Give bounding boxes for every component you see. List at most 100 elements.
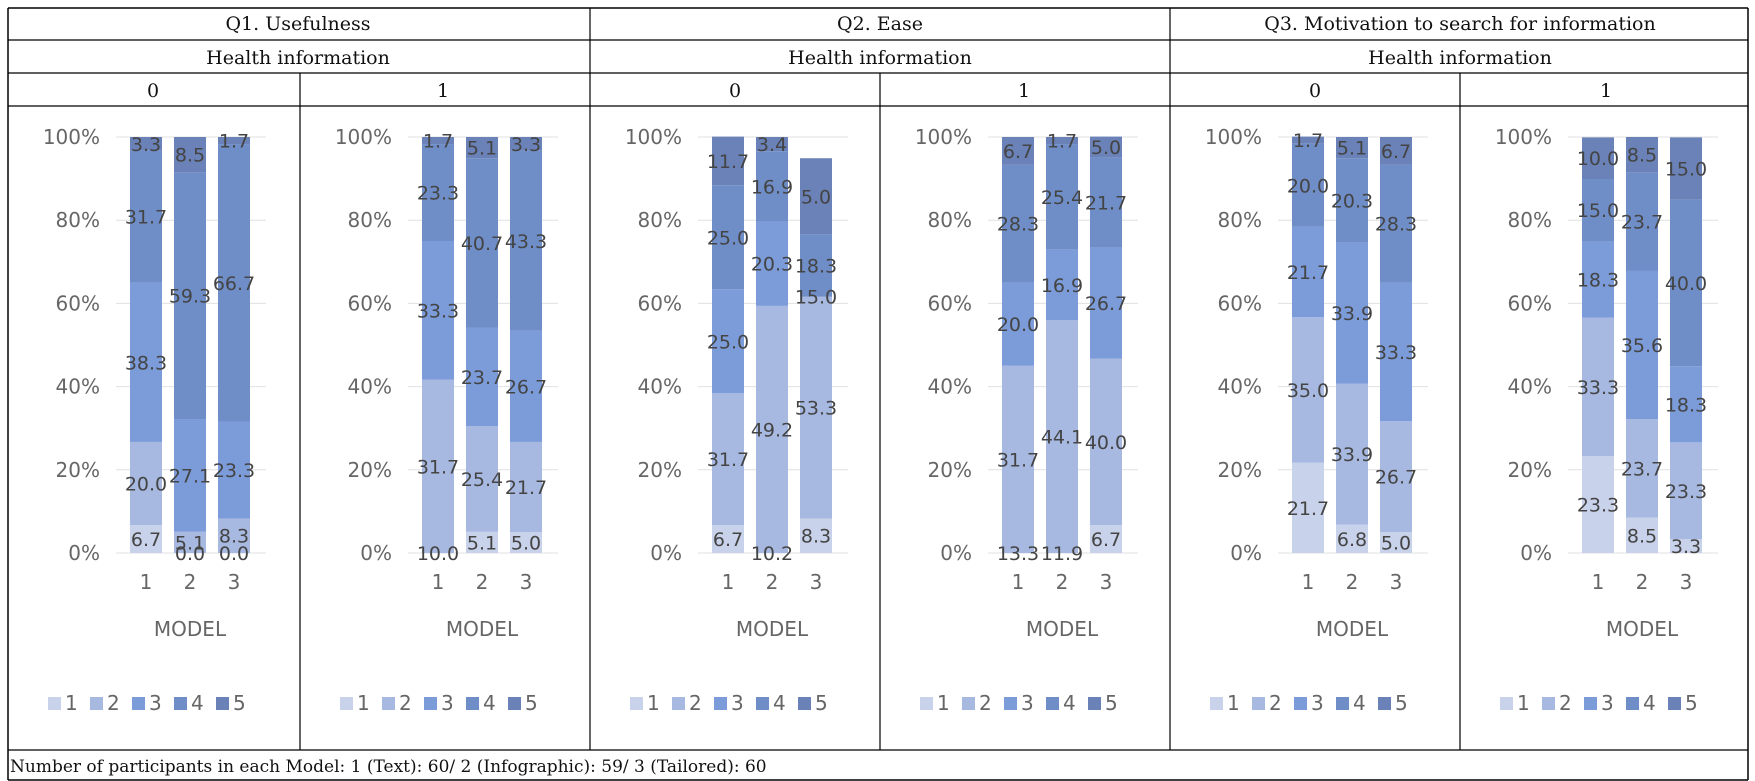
bar-segment: [756, 137, 788, 152]
group-label-q3-1: 1: [1600, 80, 1612, 102]
data-label: 6.8: [1337, 529, 1367, 551]
data-label: 26.7: [1085, 293, 1127, 315]
legend-entry: 4: [1063, 691, 1076, 715]
bar-segment: [1336, 383, 1368, 525]
bar-segment: [510, 137, 542, 151]
bar-segment: [712, 289, 744, 394]
bar-segment: [712, 185, 744, 290]
bar-segment: [1582, 317, 1614, 457]
legend-entry: 4: [1643, 691, 1656, 715]
bar-segment: [130, 441, 162, 526]
y-tick-label: 0%: [650, 541, 682, 565]
legend-swatch: [1004, 697, 1017, 710]
data-label: 15.0: [795, 287, 837, 309]
y-tick-label: 100%: [43, 125, 100, 149]
legend-swatch: [1584, 697, 1597, 710]
data-label: 31.7: [417, 456, 459, 478]
y-tick-label: 20%: [1508, 458, 1552, 482]
bar-segment: [174, 137, 206, 173]
x-tick-label: 2: [184, 570, 197, 594]
data-label: 18.3: [1665, 394, 1707, 416]
data-label: 33.3: [1375, 342, 1417, 364]
data-label: 21.7: [1287, 262, 1329, 284]
data-label: 8.5: [1627, 525, 1657, 547]
data-label: 40.0: [1085, 432, 1127, 454]
data-label: 23.7: [1621, 458, 1663, 480]
question-title-q1: Q1. Usefulness: [225, 13, 370, 35]
table-headers: Q1. Usefulness Q2. Ease Q3. Motivation t…: [147, 13, 1656, 102]
data-label: 3.3: [1671, 536, 1701, 558]
bar-segment: [1046, 320, 1078, 553]
bar-segment: [1626, 270, 1658, 420]
chart-5: 0%20%40%60%80%100%21.735.021.720.01.716.…: [1205, 125, 1428, 715]
data-label: 20.0: [997, 314, 1039, 336]
bar-segment: [218, 137, 250, 145]
bar-segment: [756, 305, 788, 553]
legend-entry: 3: [441, 691, 454, 715]
y-tick-label: 0%: [940, 541, 972, 565]
bar-segment: [1670, 137, 1702, 200]
bar-segment: [1582, 456, 1614, 553]
legend-swatch: [756, 697, 769, 710]
chart-4: 0%20%40%60%80%100%13.331.720.028.36.7111…: [915, 125, 1138, 715]
bar-segment: [466, 531, 498, 553]
bar-segment: [1090, 358, 1122, 526]
bar-segment: [1626, 172, 1658, 271]
legend-swatch: [1336, 697, 1349, 710]
y-tick-label: 40%: [56, 375, 100, 399]
y-tick-label: 60%: [348, 291, 392, 315]
legend-swatch: [1252, 697, 1265, 710]
x-tick-label: 3: [228, 570, 241, 594]
legend-entry: 5: [1685, 691, 1698, 715]
bar-segment: [1626, 517, 1658, 553]
group-label-q3-0: 0: [1309, 80, 1321, 102]
data-label: 40.7: [461, 233, 503, 255]
data-label: 10.0: [1577, 148, 1619, 170]
data-label: 6.7: [713, 529, 743, 551]
y-tick-label: 60%: [56, 291, 100, 315]
legend-swatch: [424, 697, 437, 710]
y-tick-label: 20%: [56, 458, 100, 482]
y-tick-label: 60%: [928, 291, 972, 315]
data-label: 35.6: [1621, 335, 1663, 357]
legend-entry: 1: [65, 691, 78, 715]
data-label: 16.9: [1041, 275, 1083, 297]
data-label: 21.7: [1085, 193, 1127, 215]
bar-segment: [1626, 137, 1658, 173]
data-label: 31.7: [997, 449, 1039, 471]
data-label: 5.1: [175, 532, 205, 554]
group-label-q2-1: 1: [1018, 80, 1030, 102]
bar-segment: [1002, 137, 1034, 165]
data-label: 28.3: [997, 214, 1039, 236]
y-tick-label: 80%: [56, 208, 100, 232]
x-tick-label: 2: [766, 570, 779, 594]
bar-segment: [466, 137, 498, 159]
bar-segment: [756, 221, 788, 306]
y-tick-label: 100%: [625, 125, 682, 149]
x-tick-label: 2: [476, 570, 489, 594]
x-axis-label: MODEL: [1606, 617, 1679, 641]
charts: 0%20%40%60%80%100%6.720.038.331.73.310.0…: [43, 125, 1718, 715]
legend-entry: 5: [525, 691, 538, 715]
legend-entry: 3: [149, 691, 162, 715]
data-label: 43.3: [505, 231, 547, 253]
x-tick-label: 3: [810, 570, 823, 594]
y-tick-label: 40%: [928, 375, 972, 399]
bar-segment: [466, 327, 498, 427]
group-label-q2-0: 0: [729, 80, 741, 102]
chart-6: 0%20%40%60%80%100%23.333.318.315.010.018…: [1495, 125, 1718, 715]
y-tick-label: 40%: [1218, 375, 1262, 399]
legend-swatch: [1210, 697, 1223, 710]
bar-segment: [1090, 157, 1122, 248]
data-label: 5.0: [511, 533, 541, 555]
bar-segment: [510, 441, 542, 533]
chart-2: 0%20%40%60%80%100%10.031.733.323.31.715.…: [335, 125, 558, 715]
bar-segment: [422, 241, 454, 380]
subtitle-q2: Health information: [788, 47, 972, 69]
legend-entry: 5: [1105, 691, 1118, 715]
y-tick-label: 0%: [360, 541, 392, 565]
bar-segment: [422, 137, 454, 145]
x-tick-label: 2: [1636, 570, 1649, 594]
legend-swatch: [340, 697, 353, 710]
